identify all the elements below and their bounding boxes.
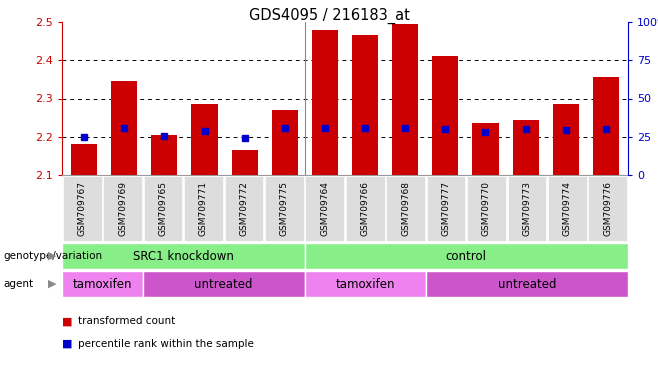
Bar (588, 176, 627, 241)
Bar (593, 78, 619, 175)
Text: ■: ■ (62, 316, 72, 326)
Text: tamoxifen: tamoxifen (72, 278, 132, 291)
Bar (346, 176, 385, 241)
Text: GSM709765: GSM709765 (159, 181, 168, 236)
Bar (265, 176, 304, 241)
Text: GSM709774: GSM709774 (563, 181, 572, 236)
Bar (143, 271, 305, 298)
Bar (386, 176, 425, 241)
Text: agent: agent (3, 279, 34, 289)
Bar (191, 104, 218, 175)
Text: genotype/variation: genotype/variation (3, 251, 103, 261)
Text: GDS4095 / 216183_at: GDS4095 / 216183_at (249, 8, 409, 24)
Bar (352, 35, 378, 175)
Text: untreated: untreated (195, 278, 253, 291)
Text: GSM709769: GSM709769 (118, 181, 127, 236)
Bar (392, 24, 418, 175)
Bar (272, 110, 298, 175)
Text: SRC1 knockdown: SRC1 knockdown (133, 250, 234, 263)
Bar (472, 123, 499, 175)
Bar (513, 119, 539, 175)
Text: GSM709764: GSM709764 (320, 181, 329, 236)
Text: ■: ■ (62, 339, 72, 349)
Bar (151, 135, 178, 175)
Bar (71, 144, 97, 175)
Text: ▶: ▶ (48, 251, 57, 261)
Text: GSM709777: GSM709777 (442, 181, 451, 236)
Bar (426, 176, 465, 241)
Bar (305, 176, 344, 241)
Bar (467, 176, 506, 241)
Text: GSM709775: GSM709775 (280, 181, 289, 236)
Bar (548, 176, 587, 241)
Text: GSM709767: GSM709767 (78, 181, 87, 236)
Bar (62, 271, 143, 298)
Text: GSM709772: GSM709772 (240, 181, 249, 236)
Bar (184, 176, 223, 241)
Bar (103, 176, 142, 241)
Bar (63, 176, 101, 241)
Text: GSM709766: GSM709766 (361, 181, 370, 236)
Text: ▶: ▶ (48, 279, 57, 289)
Text: GSM709771: GSM709771 (199, 181, 208, 236)
Bar (426, 271, 628, 298)
Bar (232, 150, 258, 175)
Bar (62, 243, 305, 270)
Text: GSM709768: GSM709768 (401, 181, 410, 236)
Bar (224, 176, 263, 241)
Bar (111, 81, 138, 175)
Text: GSM709776: GSM709776 (603, 181, 613, 236)
Text: GSM709773: GSM709773 (522, 181, 532, 236)
Bar (507, 176, 546, 241)
Text: GSM709770: GSM709770 (482, 181, 491, 236)
Bar (305, 271, 426, 298)
Bar (305, 243, 628, 270)
Bar (312, 30, 338, 175)
Text: untreated: untreated (497, 278, 556, 291)
Text: control: control (445, 250, 487, 263)
Text: percentile rank within the sample: percentile rank within the sample (78, 339, 255, 349)
Bar (143, 176, 182, 241)
Text: tamoxifen: tamoxifen (336, 278, 395, 291)
Bar (553, 104, 579, 175)
Text: transformed count: transformed count (78, 316, 176, 326)
Bar (432, 56, 459, 175)
